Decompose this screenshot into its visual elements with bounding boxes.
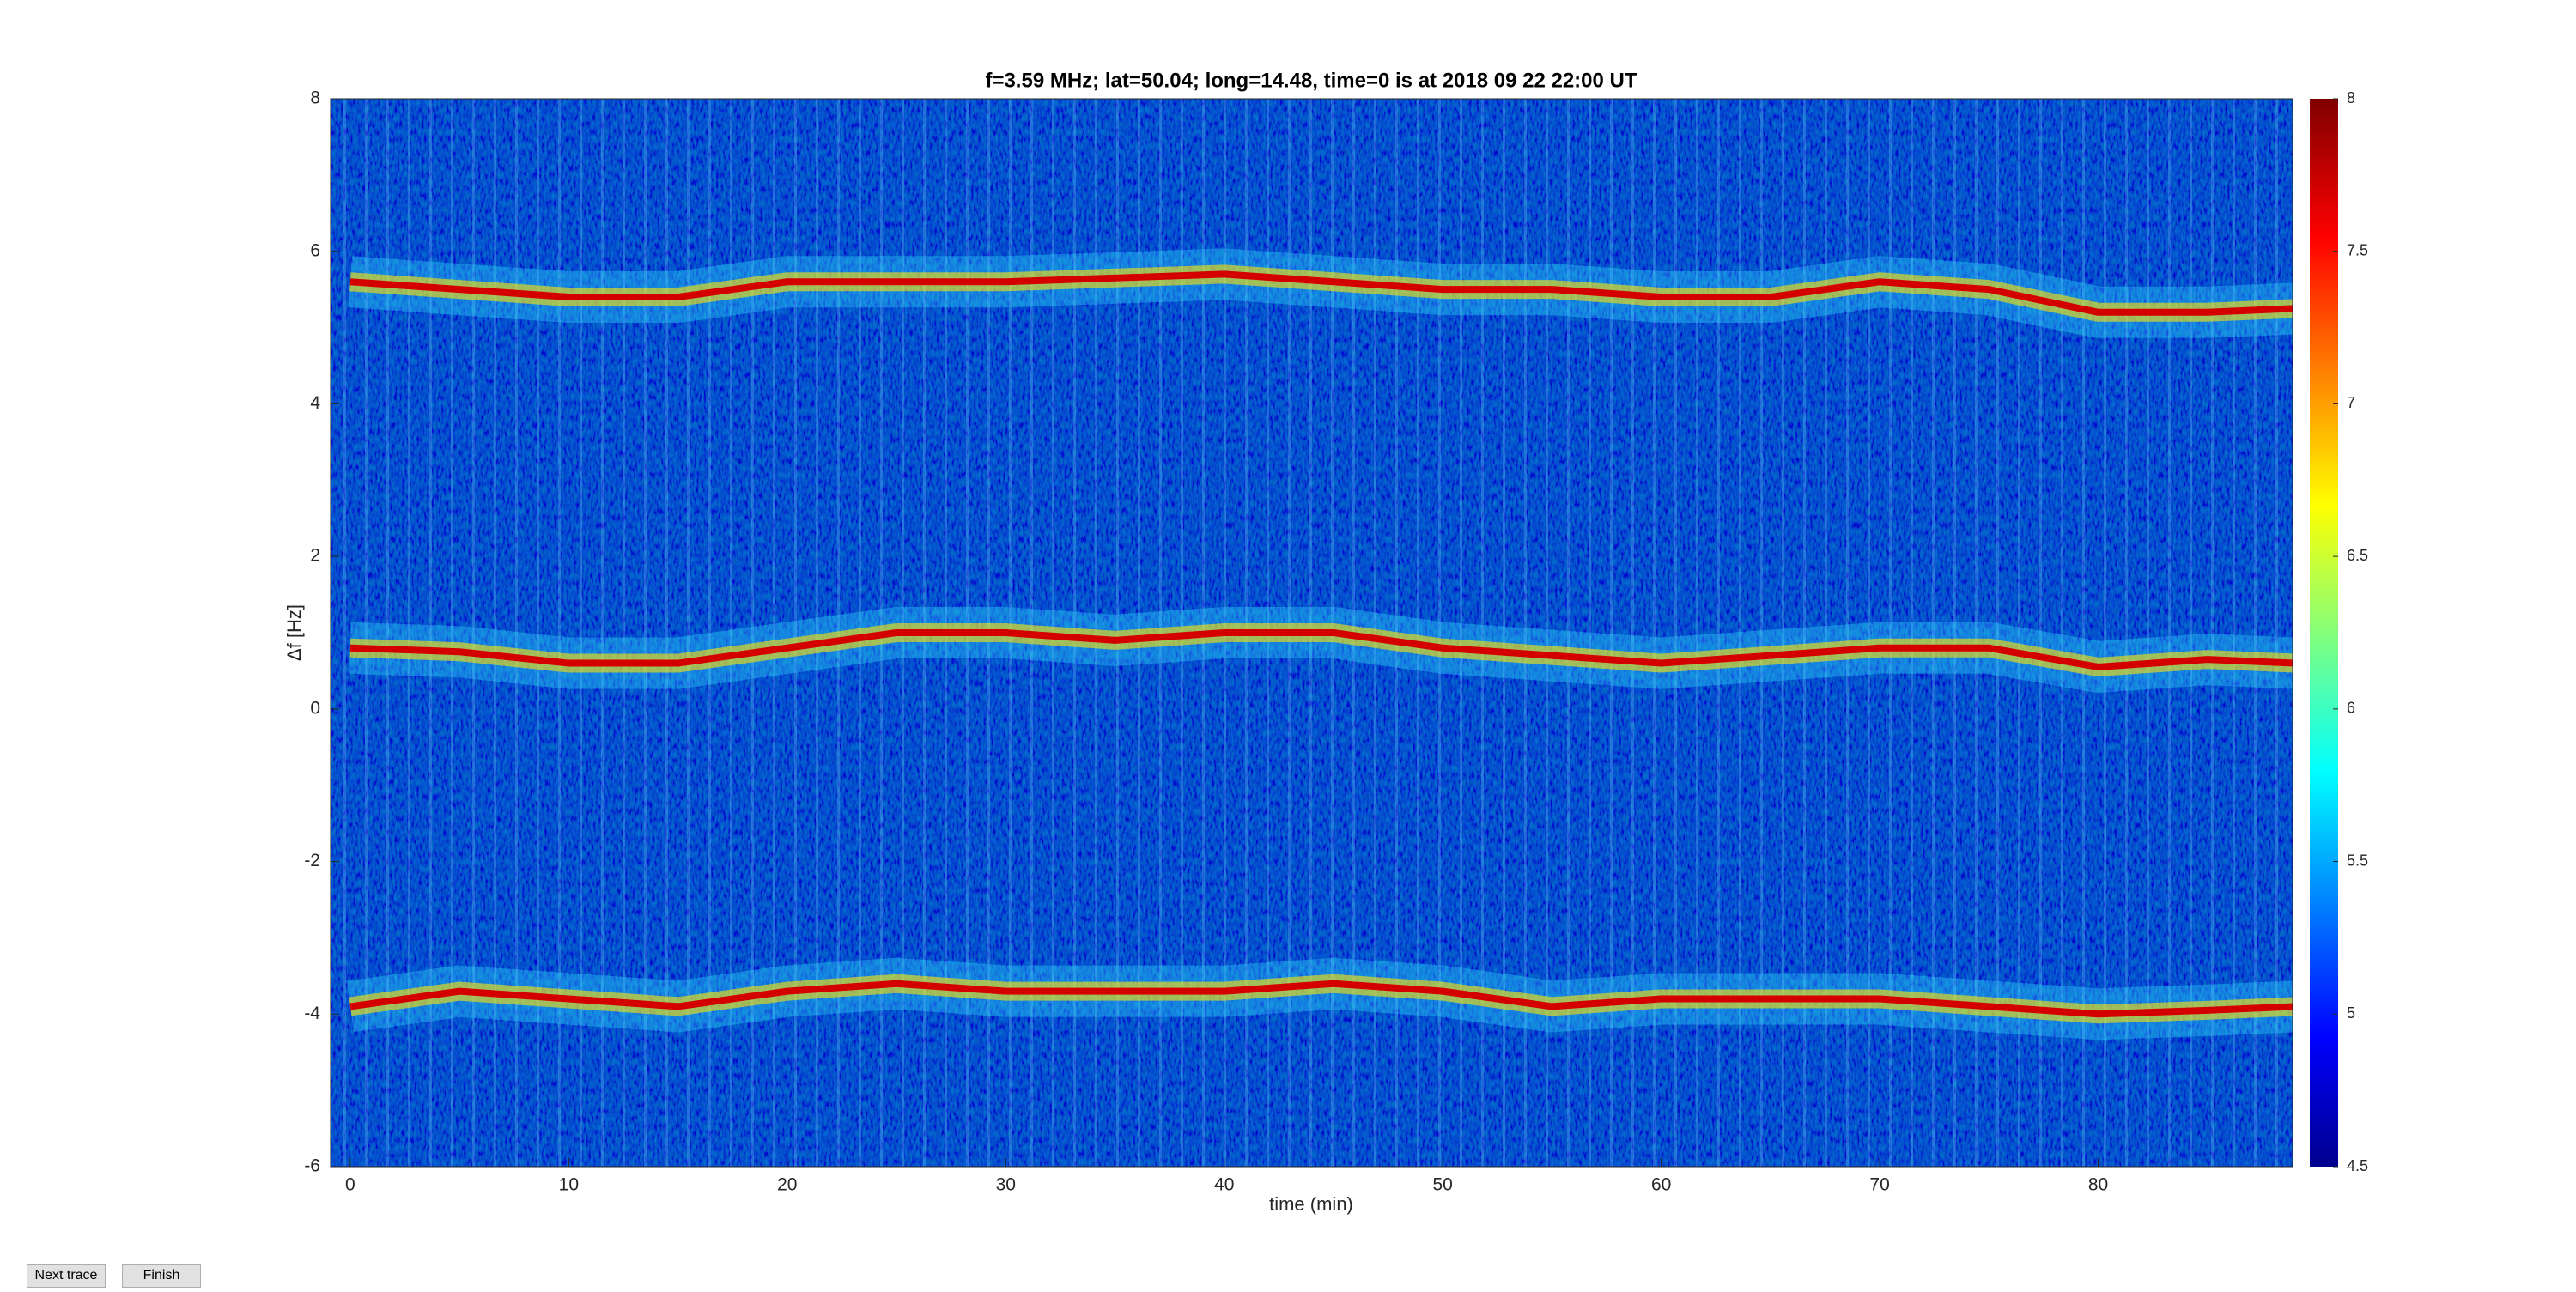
x-tick-label: 50 xyxy=(1432,1175,1452,1195)
colorbar-tick-label: 7.5 xyxy=(2347,241,2368,258)
colorbar-tick-label: 6.5 xyxy=(2347,547,2368,564)
x-tick-label: 40 xyxy=(1214,1175,1234,1195)
y-axis-label: Δf [Hz] xyxy=(283,604,305,661)
finish-button[interactable]: Finish xyxy=(122,1264,201,1288)
x-tick-label: 30 xyxy=(996,1175,1016,1195)
trace xyxy=(349,270,2293,316)
y-tick-label: 8 xyxy=(310,88,320,108)
colorbar-tick-label: 6 xyxy=(2347,700,2355,717)
x-tick-label: 60 xyxy=(1651,1175,1671,1195)
y-tick-label: 0 xyxy=(310,698,320,718)
colorbar-tick-label: 5 xyxy=(2347,1004,2355,1022)
colorbar-tick-label: 8 xyxy=(2347,89,2355,106)
x-axis-label: time (min) xyxy=(1269,1193,1353,1215)
y-tick-label: 4 xyxy=(310,393,320,413)
y-tick-label: -4 xyxy=(304,1004,320,1023)
colorbar-tick-label: 5.5 xyxy=(2347,852,2368,869)
colorbar-tick-label: 4.5 xyxy=(2347,1157,2368,1174)
plot-frame xyxy=(330,98,2293,1168)
x-tick-label: 80 xyxy=(2088,1175,2108,1195)
chart-title: f=3.59 MHz; lat=50.04; long=14.48, time=… xyxy=(985,69,1637,92)
x-tick-label: 20 xyxy=(777,1175,797,1195)
next-trace-button[interactable]: Next trace xyxy=(27,1264,106,1288)
traces xyxy=(346,248,2293,1040)
trace xyxy=(349,980,2293,1018)
chart: f=3.59 MHz; lat=50.04; long=14.48, time=… xyxy=(283,69,2368,1215)
y-tick-label: 6 xyxy=(310,240,320,260)
x-tick-label: 70 xyxy=(1869,1175,1889,1195)
colorbar xyxy=(2310,99,2338,1167)
y-tick-label: 2 xyxy=(310,546,320,566)
x-tick-label: 10 xyxy=(559,1175,579,1195)
y-tick-label: -6 xyxy=(304,1156,320,1176)
x-tick-label: 0 xyxy=(345,1175,355,1195)
y-tick-label: -2 xyxy=(304,851,320,870)
trace xyxy=(349,629,2293,670)
colorbar-tick-label: 7 xyxy=(2347,394,2355,411)
